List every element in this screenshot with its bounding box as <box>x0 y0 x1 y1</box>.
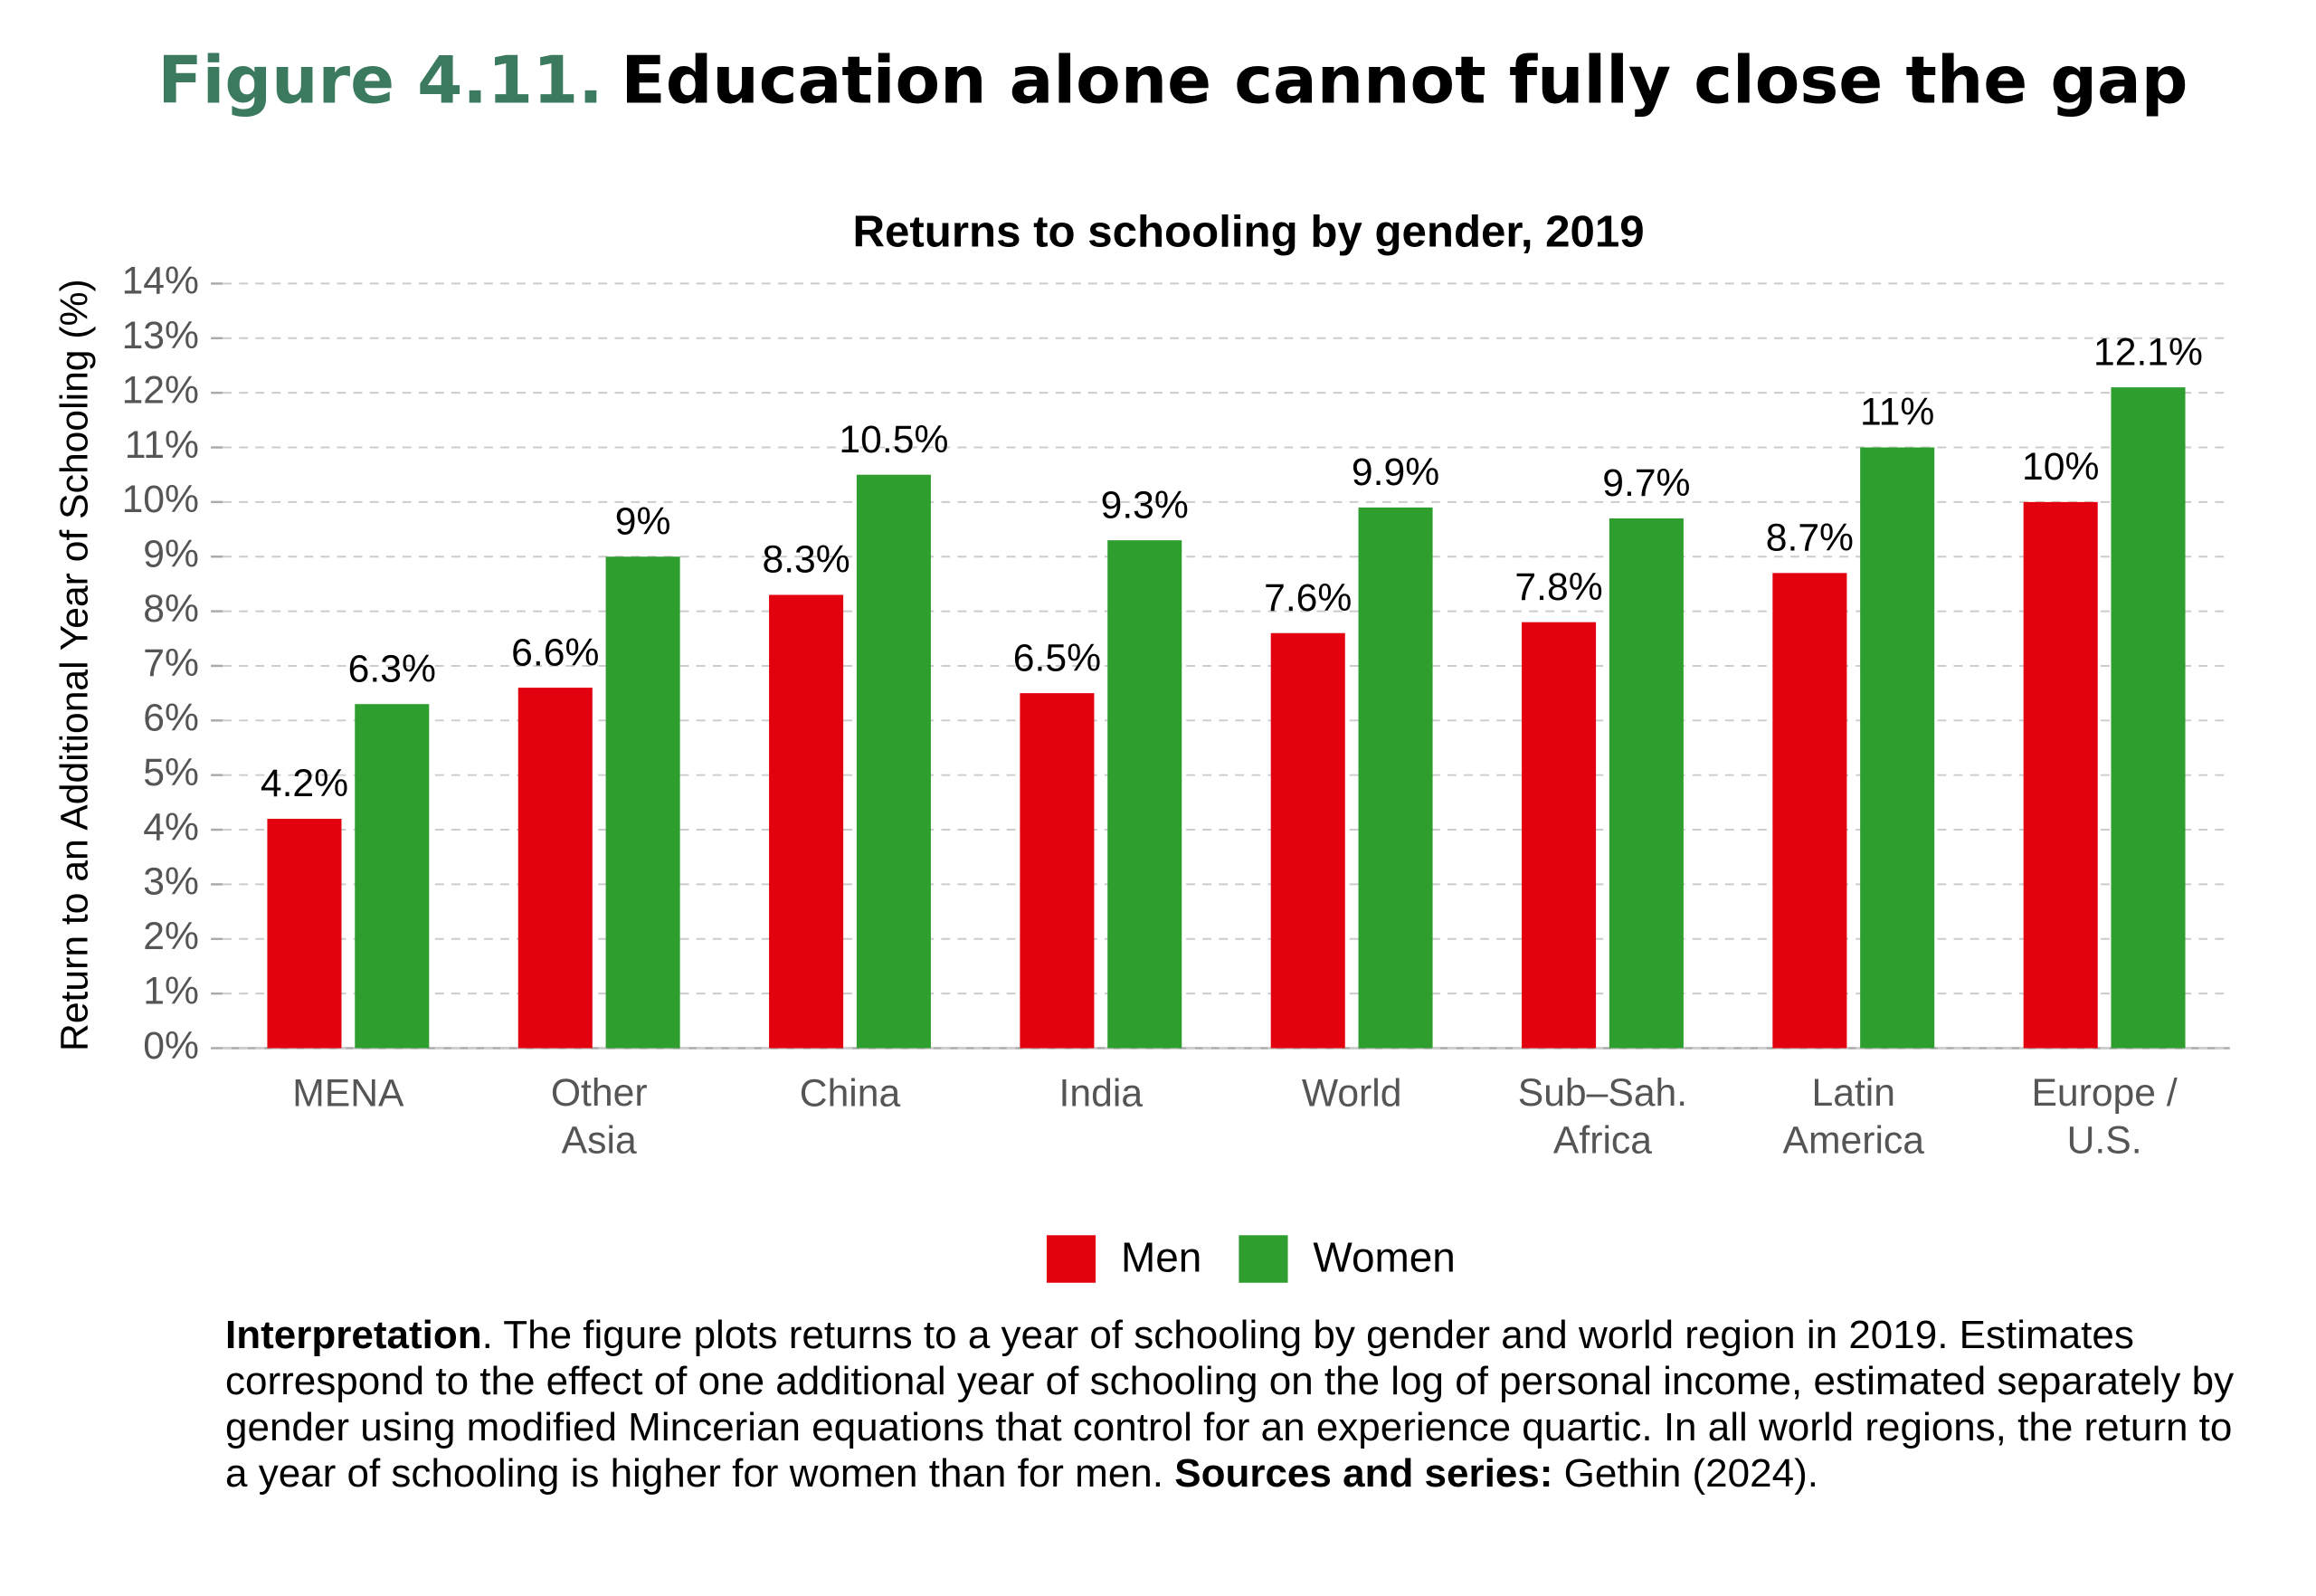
y-tick-label: 2% <box>143 915 199 958</box>
value-label: 9.9% <box>1352 451 1439 494</box>
bar <box>1270 632 1345 1049</box>
y-tick-label: 11% <box>125 423 199 467</box>
y-tick-label: 13% <box>122 314 199 357</box>
y-tick-label: 9% <box>143 532 199 575</box>
bar <box>1860 447 1935 1049</box>
figure-label: Figure 4.11. <box>157 43 603 119</box>
legend-swatch <box>1046 1235 1096 1283</box>
y-tick-label: 14% <box>122 260 199 303</box>
chart-title: Returns to schooling by gender, 2019 <box>852 206 1644 256</box>
y-tick-label: 1% <box>143 969 199 1012</box>
value-label: 6.3% <box>348 647 436 690</box>
bar <box>856 474 931 1049</box>
y-axis-label: Return to an Additional Year of Schoolin… <box>53 279 97 1051</box>
note-sources-label: Sources and series: <box>1174 1451 1553 1496</box>
x-tick-label: World <box>1302 1071 1402 1115</box>
bar <box>2023 501 2098 1049</box>
value-label: 7.6% <box>1264 576 1352 620</box>
y-tick-label: 4% <box>143 805 199 849</box>
value-label: 6.6% <box>511 631 599 674</box>
y-tick-label: 0% <box>143 1024 199 1068</box>
y-tick-label: 8% <box>143 587 199 631</box>
y-tick-label: 10% <box>122 478 199 521</box>
value-label: 8.3% <box>762 538 850 582</box>
y-tick-label: 7% <box>143 641 199 685</box>
bar <box>769 594 844 1049</box>
y-tick-label: 5% <box>143 751 199 794</box>
bar <box>1772 573 1847 1049</box>
legend-swatch <box>1239 1235 1288 1283</box>
x-tick-label: Europe / U.S. <box>2031 1071 2177 1163</box>
x-tick-label: Sub–Sah. Africa <box>1518 1071 1687 1163</box>
value-label: 9.7% <box>1602 461 1690 505</box>
value-label: 6.5% <box>1013 636 1101 679</box>
y-tick-label: 3% <box>143 860 199 904</box>
bar <box>1522 622 1597 1049</box>
value-label: 7.8% <box>1514 565 1602 609</box>
bar <box>1609 518 1684 1049</box>
bar <box>355 704 430 1049</box>
x-tick-label: MENA <box>292 1071 404 1115</box>
value-label: 4.2% <box>261 762 348 805</box>
x-tick-label: India <box>1059 1071 1144 1115</box>
legend-label: Women <box>1313 1233 1455 1280</box>
value-label: 11% <box>1860 391 1934 434</box>
bar <box>605 556 680 1049</box>
value-label: 9.3% <box>1101 483 1189 527</box>
x-tick-label: Other Asia <box>551 1071 648 1163</box>
value-label: 12.1% <box>2093 330 2203 374</box>
note-sources: Gethin (2024). <box>1563 1451 1818 1496</box>
y-tick-label: 6% <box>143 697 199 740</box>
bar <box>517 688 593 1049</box>
bar <box>2111 387 2186 1049</box>
value-label: 8.7% <box>1766 517 1854 560</box>
x-tick-label: China <box>800 1071 901 1115</box>
note-lead: Interpretation <box>225 1313 482 1357</box>
bar <box>1358 507 1433 1049</box>
bar <box>1107 540 1182 1049</box>
value-label: 10.5% <box>839 418 948 461</box>
figure-heading: Figure 4.11. Education alone cannot fully… <box>157 43 2188 119</box>
bar <box>1020 693 1095 1049</box>
y-tick-label: 12% <box>122 368 199 412</box>
x-tick-label: Latin America <box>1783 1071 1925 1163</box>
note-body: . The figure plots returns to a year of … <box>225 1313 2235 1496</box>
value-label: 9% <box>615 499 671 543</box>
bar <box>267 818 342 1049</box>
note: Interpretation. The figure plots returns… <box>225 1312 2243 1496</box>
value-label: 10% <box>2022 445 2099 489</box>
heading: Education alone cannot fully close the g… <box>621 43 2188 119</box>
legend-label: Men <box>1121 1233 1201 1280</box>
